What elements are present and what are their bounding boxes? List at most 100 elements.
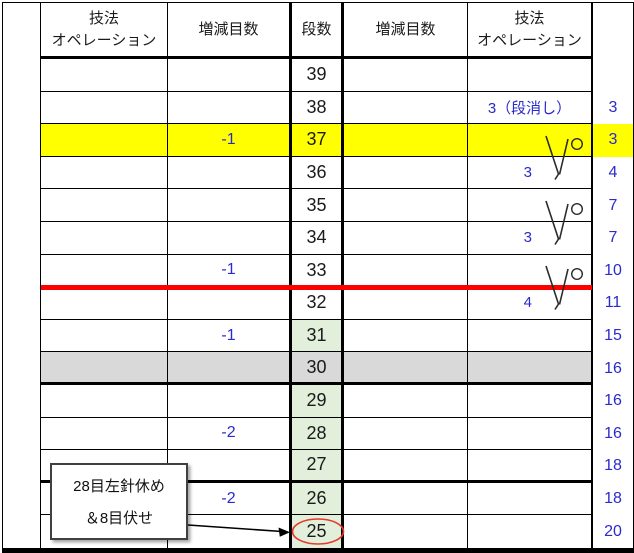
decrease-right-cell[interactable] [344,222,468,255]
row-number-cell[interactable]: 38 [292,91,344,125]
stitch-count-cell[interactable]: 18 [604,490,622,508]
technique-left-cell[interactable] [41,189,168,222]
red-marker-line [41,285,592,290]
technique-left-cell[interactable] [41,59,168,92]
decrease-right-cell[interactable] [344,417,468,451]
stitch-count-cell[interactable]: 16 [604,359,622,377]
stitch-count-cell[interactable] [593,59,633,92]
decrease-left-cell[interactable]: -1 [168,254,292,288]
row-number-cell[interactable]: 30 [292,352,344,385]
row-number-cell[interactable]: 31 [292,319,344,353]
technique-right-cell[interactable] [468,189,593,222]
decrease-right-cell[interactable] [344,319,468,353]
technique-right-cell[interactable] [468,352,593,385]
technique-left-cell[interactable] [41,385,168,418]
technique-left-cell[interactable] [41,287,168,320]
decrease-left-cell[interactable] [168,222,292,255]
stitch-count-cell[interactable]: 3 [608,98,618,116]
header-technique-right-label: 技法 オペレーション [477,9,582,49]
decrease-right-cell[interactable] [344,352,468,385]
stitch-count-cell[interactable]: 16 [604,392,622,410]
technique-right-cell[interactable] [468,417,593,451]
row-number-cell[interactable]: 35 [292,189,344,222]
technique-right-cell[interactable]: 3 [468,222,593,255]
decrease-left-cell[interactable] [168,189,292,222]
decrease-right-cell[interactable] [344,287,468,320]
technique-left-cell[interactable] [41,417,168,451]
technique-right-cell[interactable]: 4 [468,287,593,320]
decrease-left-cell[interactable] [168,91,292,125]
stitch-count-cell[interactable]: 18 [604,457,622,475]
technique-right-cell[interactable] [468,59,593,92]
decrease-right-cell[interactable] [344,124,468,157]
row-number-cell[interactable]: 26 [292,482,344,516]
technique-left-cell[interactable] [41,91,168,125]
decrease-left-cell[interactable] [168,352,292,385]
decrease-left-cell[interactable] [168,59,292,92]
decrease-yarnover-symbol [545,200,584,245]
header-row-count[interactable]: 段数 [292,3,344,59]
callout-line2: ＆8目伏せ [84,509,154,527]
stitch-count-cell[interactable]: 7 [608,196,618,214]
decrease-left-cell[interactable] [168,515,292,548]
technique-right-cell[interactable] [468,319,593,353]
header-decrease-left[interactable]: 増減目数 [168,3,292,59]
technique-left-cell[interactable] [41,222,168,255]
stitch-count-cell[interactable]: 16 [604,424,622,442]
header-decrease-right[interactable]: 増減目数 [344,3,468,59]
row-number-cell[interactable]: 36 [292,156,344,190]
technique-left-cell[interactable] [41,156,168,190]
technique-left-cell[interactable] [41,254,168,288]
decrease-left-cell[interactable]: -1 [168,319,292,353]
decrease-right-cell[interactable] [344,189,468,222]
row-number-cell[interactable]: 39 [292,59,344,92]
decrease-right-cell[interactable] [344,91,468,125]
row-number-cell[interactable]: 29 [292,385,344,418]
row-number-cell[interactable]: 34 [292,222,344,255]
decrease-right-cell[interactable] [344,156,468,190]
row-number-cell[interactable]: 32 [292,287,344,320]
header-technique-right[interactable]: 技法 オペレーション [468,3,593,59]
row-number-cell[interactable]: 27 [292,450,344,483]
decrease-left-cell[interactable] [168,156,292,190]
callout-box: 28目左針休め ＆8目伏せ [50,463,188,540]
technique-right-cell[interactable] [468,515,593,548]
decrease-left-cell[interactable]: -2 [168,482,292,516]
decrease-right-cell[interactable] [344,254,468,288]
technique-right-cell[interactable] [468,482,593,516]
decrease-left-cell[interactable] [168,287,292,320]
left-margin-cell[interactable] [3,3,41,548]
decrease-right-cell[interactable] [344,515,468,548]
decrease-left-cell[interactable] [168,450,292,483]
row-number-cell[interactable]: 37 [292,124,344,157]
stitch-count-cell[interactable]: 4 [608,164,618,182]
header-row-count-label: 段数 [301,20,332,38]
decrease-right-cell[interactable] [344,59,468,92]
header-technique-left[interactable]: 技法 オペレーション [41,3,168,59]
header-technique-left-label: 技法 オペレーション [51,9,157,49]
technique-right-cell[interactable]: 3 [468,156,593,190]
technique-right-cell[interactable] [468,385,593,418]
technique-left-cell[interactable] [41,319,168,353]
stitch-count-cell[interactable]: 7 [608,229,618,247]
decrease-right-cell[interactable] [344,482,468,516]
row-number-cell[interactable]: 28 [292,417,344,451]
stitch-count-cell[interactable]: 20 [604,522,622,540]
technique-left-cell[interactable] [41,352,168,385]
technique-left-cell[interactable] [41,124,168,157]
row-number-cell[interactable]: 25 [292,515,344,548]
decrease-right-cell[interactable] [344,450,468,483]
stitch-count-cell[interactable]: 3 [593,124,633,157]
stitch-count-cell[interactable]: 10 [604,261,622,279]
row-number-cell[interactable]: 33 [292,254,344,288]
decrease-right-cell[interactable] [344,385,468,418]
technique-right-cell[interactable] [468,450,593,483]
decrease-left-cell[interactable]: -2 [168,417,292,451]
decrease-left-cell[interactable] [168,385,292,418]
stitch-count-cell[interactable]: 11 [604,294,622,312]
technique-right-cell[interactable]: 3（段消し） [468,91,593,125]
decrease-left-cell[interactable]: -1 [168,124,292,157]
stitch-count-cell[interactable]: 15 [604,327,622,345]
